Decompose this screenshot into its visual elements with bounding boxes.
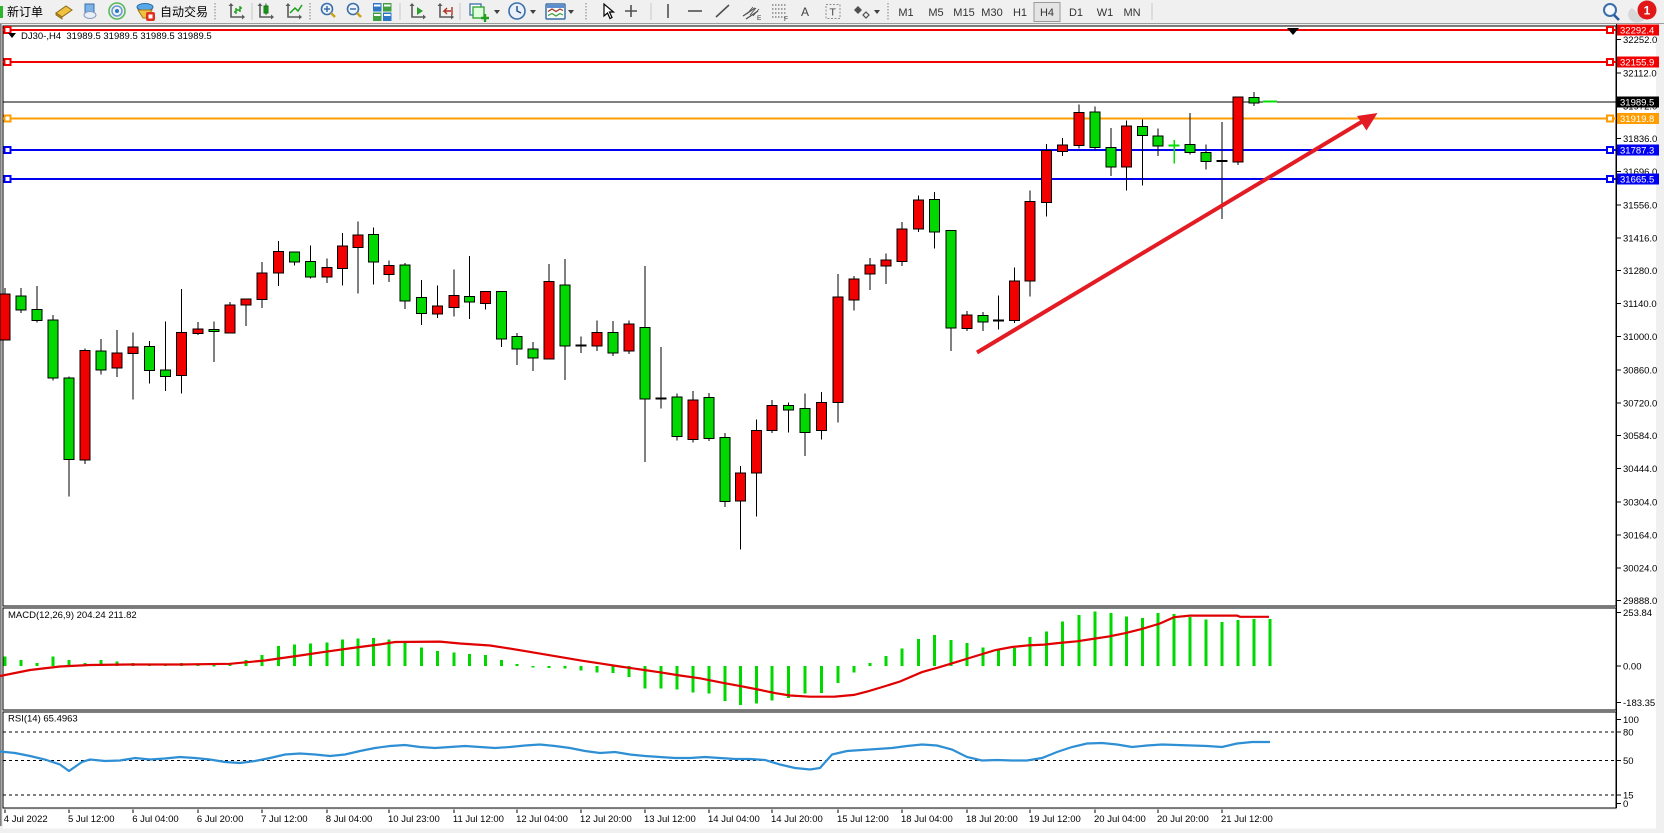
svg-text:31836.0: 31836.0 xyxy=(1623,134,1657,145)
svg-text:DJ30-,H4 31989.5 31989.5 3198: DJ30-,H4 31989.5 31989.5 31989.5 31989.5 xyxy=(21,31,212,42)
svg-text:M15: M15 xyxy=(953,7,974,19)
svg-text:E: E xyxy=(757,15,762,22)
svg-text:80: 80 xyxy=(1623,728,1634,739)
svg-text:14 Jul 04:00: 14 Jul 04:00 xyxy=(708,814,760,825)
svg-text:10 Jul 23:00: 10 Jul 23:00 xyxy=(388,814,440,825)
svg-text:31696.0: 31696.0 xyxy=(1623,167,1657,178)
svg-text:30304.0: 30304.0 xyxy=(1623,497,1657,508)
svg-text:18 Jul 04:00: 18 Jul 04:00 xyxy=(901,814,953,825)
svg-text:F: F xyxy=(784,16,788,23)
svg-text:30444.0: 30444.0 xyxy=(1623,464,1657,475)
svg-text:30860.0: 30860.0 xyxy=(1623,365,1657,376)
svg-text:32292.4: 32292.4 xyxy=(1620,26,1654,37)
svg-text:31000.0: 31000.0 xyxy=(1623,332,1657,343)
svg-text:11 Jul 12:00: 11 Jul 12:00 xyxy=(453,814,504,825)
svg-text:5 Jul 12:00: 5 Jul 12:00 xyxy=(68,814,114,825)
svg-text:15: 15 xyxy=(1623,791,1634,802)
svg-text:-183.35: -183.35 xyxy=(1623,698,1655,709)
svg-text:12 Jul 04:00: 12 Jul 04:00 xyxy=(516,814,568,825)
svg-text:18 Jul 20:00: 18 Jul 20:00 xyxy=(966,814,1018,825)
svg-text:32112.0: 32112.0 xyxy=(1623,68,1657,79)
svg-text:M30: M30 xyxy=(981,7,1002,19)
svg-text:31989.5: 31989.5 xyxy=(1620,98,1654,109)
svg-text:15 Jul 12:00: 15 Jul 12:00 xyxy=(837,814,889,825)
svg-text:31919.8: 31919.8 xyxy=(1620,114,1654,125)
svg-text:新订单: 新订单 xyxy=(7,4,43,19)
svg-text:30584.0: 30584.0 xyxy=(1623,431,1657,442)
svg-text:H4: H4 xyxy=(1040,7,1054,19)
svg-text:H1: H1 xyxy=(1013,7,1027,19)
svg-text:T: T xyxy=(830,7,837,19)
svg-text:31787.3: 31787.3 xyxy=(1620,146,1654,157)
svg-text:MN: MN xyxy=(1123,7,1140,19)
svg-text:A: A xyxy=(801,5,809,19)
svg-text:13 Jul 12:00: 13 Jul 12:00 xyxy=(644,814,696,825)
svg-text:6 Jul 20:00: 6 Jul 20:00 xyxy=(197,814,243,825)
svg-text:4 Jul 2022: 4 Jul 2022 xyxy=(4,814,48,825)
svg-text:自动交易: 自动交易 xyxy=(160,4,208,19)
svg-text:32155.9: 32155.9 xyxy=(1620,58,1654,69)
svg-text:32252.0: 32252.0 xyxy=(1623,35,1657,46)
svg-text:14 Jul 20:00: 14 Jul 20:00 xyxy=(771,814,823,825)
svg-text:19 Jul 12:00: 19 Jul 12:00 xyxy=(1029,814,1081,825)
svg-text:0.00: 0.00 xyxy=(1623,662,1642,673)
svg-text:31280.0: 31280.0 xyxy=(1623,266,1657,277)
svg-text:21 Jul 12:00: 21 Jul 12:00 xyxy=(1221,814,1273,825)
svg-text:50: 50 xyxy=(1623,756,1634,767)
svg-text:30024.0: 30024.0 xyxy=(1623,564,1657,575)
svg-text:W1: W1 xyxy=(1097,7,1114,19)
svg-text:30164.0: 30164.0 xyxy=(1623,531,1657,542)
svg-text:31416.0: 31416.0 xyxy=(1623,234,1657,245)
svg-text:30720.0: 30720.0 xyxy=(1623,399,1657,410)
svg-text:20 Jul 04:00: 20 Jul 04:00 xyxy=(1094,814,1146,825)
svg-text:MACD(12,26,9) 204.24 211.82: MACD(12,26,9) 204.24 211.82 xyxy=(8,610,137,621)
svg-text:6 Jul 04:00: 6 Jul 04:00 xyxy=(132,814,178,825)
svg-text:31140.0: 31140.0 xyxy=(1623,299,1657,310)
svg-text:31665.5: 31665.5 xyxy=(1620,175,1654,186)
svg-text:M1: M1 xyxy=(898,7,913,19)
svg-text:8 Jul 04:00: 8 Jul 04:00 xyxy=(326,814,372,825)
svg-text:D1: D1 xyxy=(1069,7,1083,19)
svg-text:31556.0: 31556.0 xyxy=(1623,200,1657,211)
svg-text:253.84: 253.84 xyxy=(1623,608,1652,619)
svg-text:RSI(14) 65.4963: RSI(14) 65.4963 xyxy=(8,714,78,725)
svg-text:100: 100 xyxy=(1623,715,1639,726)
svg-text:12 Jul 20:00: 12 Jul 20:00 xyxy=(580,814,632,825)
svg-text:7 Jul 12:00: 7 Jul 12:00 xyxy=(261,814,307,825)
svg-text:29888.0: 29888.0 xyxy=(1623,596,1657,607)
svg-text:M5: M5 xyxy=(928,7,943,19)
svg-text:0: 0 xyxy=(1623,799,1628,810)
svg-text:20 Jul 20:00: 20 Jul 20:00 xyxy=(1157,814,1209,825)
svg-text:1: 1 xyxy=(1644,4,1651,18)
